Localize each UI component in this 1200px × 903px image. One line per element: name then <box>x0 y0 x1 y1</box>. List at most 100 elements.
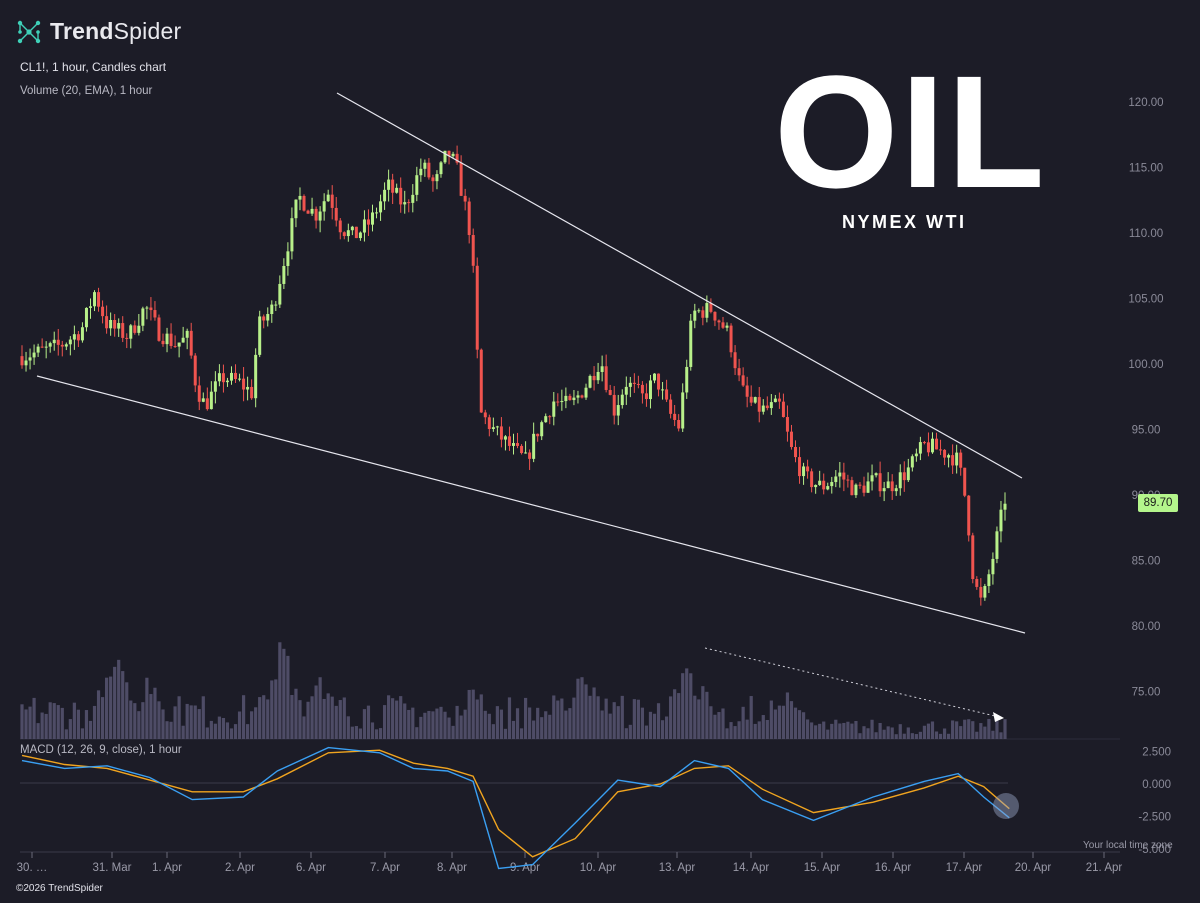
volume-bar <box>511 720 516 739</box>
candle-body <box>725 325 729 328</box>
candle-body <box>810 471 814 488</box>
volume-bar <box>648 711 653 739</box>
candle-body <box>310 208 314 214</box>
candle-body <box>818 480 822 485</box>
volume-bar <box>330 696 334 739</box>
volume-bar <box>685 668 689 739</box>
candle-body <box>773 398 777 403</box>
volume-bar <box>584 684 588 739</box>
candle-body <box>902 472 906 481</box>
candle-body <box>922 442 926 444</box>
candle-body <box>105 316 109 329</box>
volume-bar <box>60 707 64 739</box>
macd-label[interactable]: MACD (12, 26, 9, close), 1 hour <box>20 744 182 756</box>
volume-bar <box>254 707 258 739</box>
brand[interactable]: TrendSpider <box>16 18 181 45</box>
candle-body <box>217 373 221 382</box>
candle-body <box>181 337 185 343</box>
candle-body <box>165 333 169 345</box>
x-tick-label: 15. Apr <box>804 862 841 874</box>
candle-body <box>322 201 326 212</box>
volume-bar <box>96 690 101 739</box>
volume-bar <box>902 733 906 739</box>
candle-body <box>548 416 552 418</box>
volume-bar <box>225 722 230 739</box>
volume-bar <box>858 733 862 739</box>
macd-highlight-circle <box>993 793 1019 819</box>
candle-body <box>286 251 290 266</box>
candle-body <box>423 162 427 169</box>
volume-bar <box>475 699 479 739</box>
macd-tick-label: 0.000 <box>1142 779 1171 791</box>
volume-info[interactable]: Volume (20, EMA), 1 hour <box>20 85 153 97</box>
candle-body <box>967 495 971 536</box>
candle-body <box>729 325 733 353</box>
candle-body <box>701 310 705 318</box>
candle-body <box>495 426 499 428</box>
volume-bar <box>322 698 326 739</box>
volume-bar <box>76 709 81 739</box>
volume-bar <box>600 710 604 739</box>
volume-bar <box>963 719 967 739</box>
volume-bar <box>616 706 620 739</box>
volume-bar <box>125 682 129 739</box>
candle-body <box>620 394 624 406</box>
volume-bar <box>197 709 201 739</box>
candle-body <box>1003 503 1007 510</box>
candle-body <box>761 405 765 412</box>
volume-bar <box>109 676 113 739</box>
candle-body <box>431 177 435 182</box>
volume-bar <box>411 707 415 739</box>
volume-bar <box>781 705 786 739</box>
volume-bar <box>930 721 935 739</box>
volume-bar <box>596 696 600 739</box>
candle-body <box>826 486 830 490</box>
volume-bar <box>955 721 959 739</box>
brand-name-light: Spider <box>113 18 182 44</box>
candle-body <box>52 339 56 344</box>
candle-body <box>270 304 274 315</box>
candle-body <box>479 349 483 413</box>
candle-body <box>741 375 745 386</box>
candle-body <box>379 201 383 213</box>
candle-body <box>882 488 886 492</box>
volume-bar <box>660 720 665 739</box>
volume-bar <box>761 715 765 739</box>
symbol-info[interactable]: CL1!, 1 hour, Candles chart <box>20 60 167 74</box>
candle-body <box>685 366 689 393</box>
volume-bar <box>483 710 487 739</box>
volume-bar <box>797 710 802 739</box>
candle-body <box>88 306 92 308</box>
candle-body <box>677 419 681 429</box>
volume-bar <box>318 677 322 739</box>
candle-body <box>117 323 121 329</box>
volume-bar <box>129 700 133 739</box>
volume-bar <box>274 679 278 739</box>
volume-bar <box>967 719 971 739</box>
x-tick-label: 17. Apr <box>946 862 983 874</box>
candle-body <box>769 402 773 409</box>
candle-body <box>632 382 636 384</box>
x-tick-label: 7. Apr <box>370 862 400 874</box>
x-tick-label: 9. Apr <box>510 862 540 874</box>
volume-bar <box>427 710 431 739</box>
volume-bar <box>560 698 564 739</box>
volume-bar <box>689 673 693 739</box>
volume-bar <box>495 706 499 739</box>
volume-bar <box>757 721 761 739</box>
volume-bar <box>467 689 471 739</box>
candle-body <box>435 174 439 182</box>
candle-body <box>858 484 862 486</box>
volume-bar <box>88 720 93 739</box>
volume-bar <box>447 717 451 739</box>
volume-bar <box>644 725 649 739</box>
volume-bar <box>407 709 411 739</box>
volume-bar <box>894 734 898 739</box>
volume-bar <box>515 708 520 739</box>
candle-body <box>471 235 475 266</box>
volume-bar <box>56 705 60 739</box>
volume-bar <box>624 728 628 739</box>
candle-body <box>870 475 874 482</box>
volume-bar <box>84 710 89 739</box>
